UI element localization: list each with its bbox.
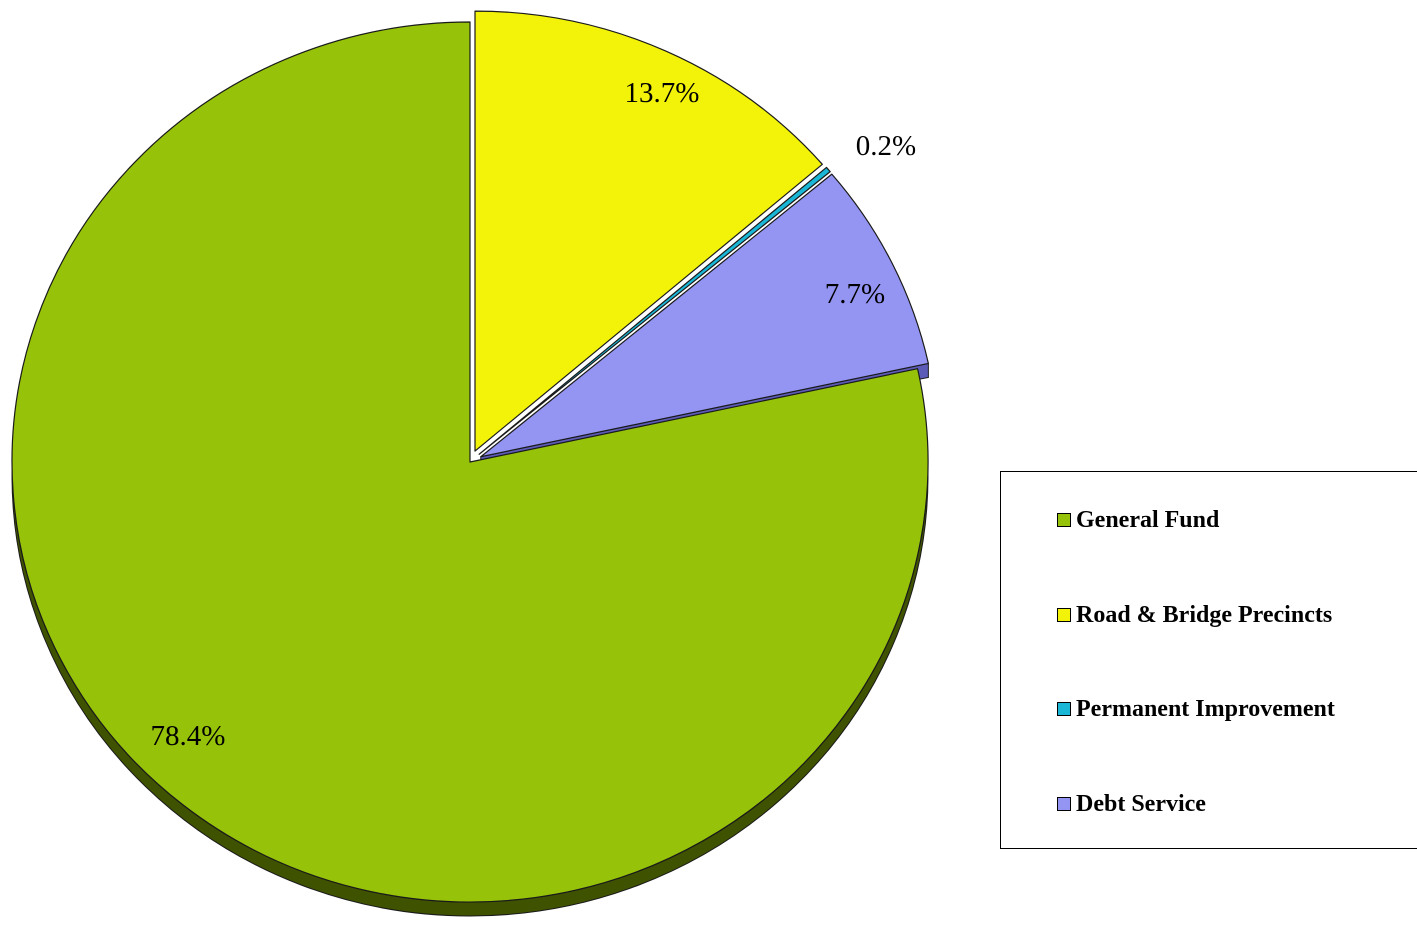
legend-item-general-fund: General Fund — [1057, 505, 1219, 535]
data-label-permanent-improvement: 0.2% — [856, 130, 916, 162]
pie-slice-general-fund — [11, 21, 929, 903]
data-label-road-bridge-precincts: 13.7% — [625, 77, 700, 109]
legend-label-permanent-improvement: Permanent Improvement — [1076, 695, 1335, 722]
legend-label-road-bridge-precincts: Road & Bridge Precincts — [1076, 601, 1333, 628]
legend-swatch-general-fund — [1057, 513, 1071, 527]
pie-slice-permanent-improvement — [478, 166, 831, 455]
legend-swatch-road-bridge-precincts — [1057, 608, 1071, 622]
pie-slice-road-bridge-precincts — [474, 10, 823, 452]
legend-swatch-permanent-improvement — [1057, 702, 1071, 716]
pie-slice-debt-service — [480, 173, 929, 458]
data-label-debt-service: 7.7% — [825, 278, 885, 310]
data-label-general-fund: 78.4% — [151, 720, 226, 752]
legend-label-general-fund: General Fund — [1076, 506, 1220, 533]
legend-swatch-debt-service — [1057, 797, 1071, 811]
legend-item-debt-service: Debt Service — [1057, 789, 1206, 819]
legend-label-debt-service: Debt Service — [1076, 790, 1206, 817]
chart-legend: General Fund Road & Bridge Precincts Per… — [1000, 471, 1417, 849]
legend-item-permanent-improvement: Permanent Improvement — [1057, 694, 1335, 724]
legend-item-road-bridge-precincts: Road & Bridge Precincts — [1057, 600, 1332, 630]
